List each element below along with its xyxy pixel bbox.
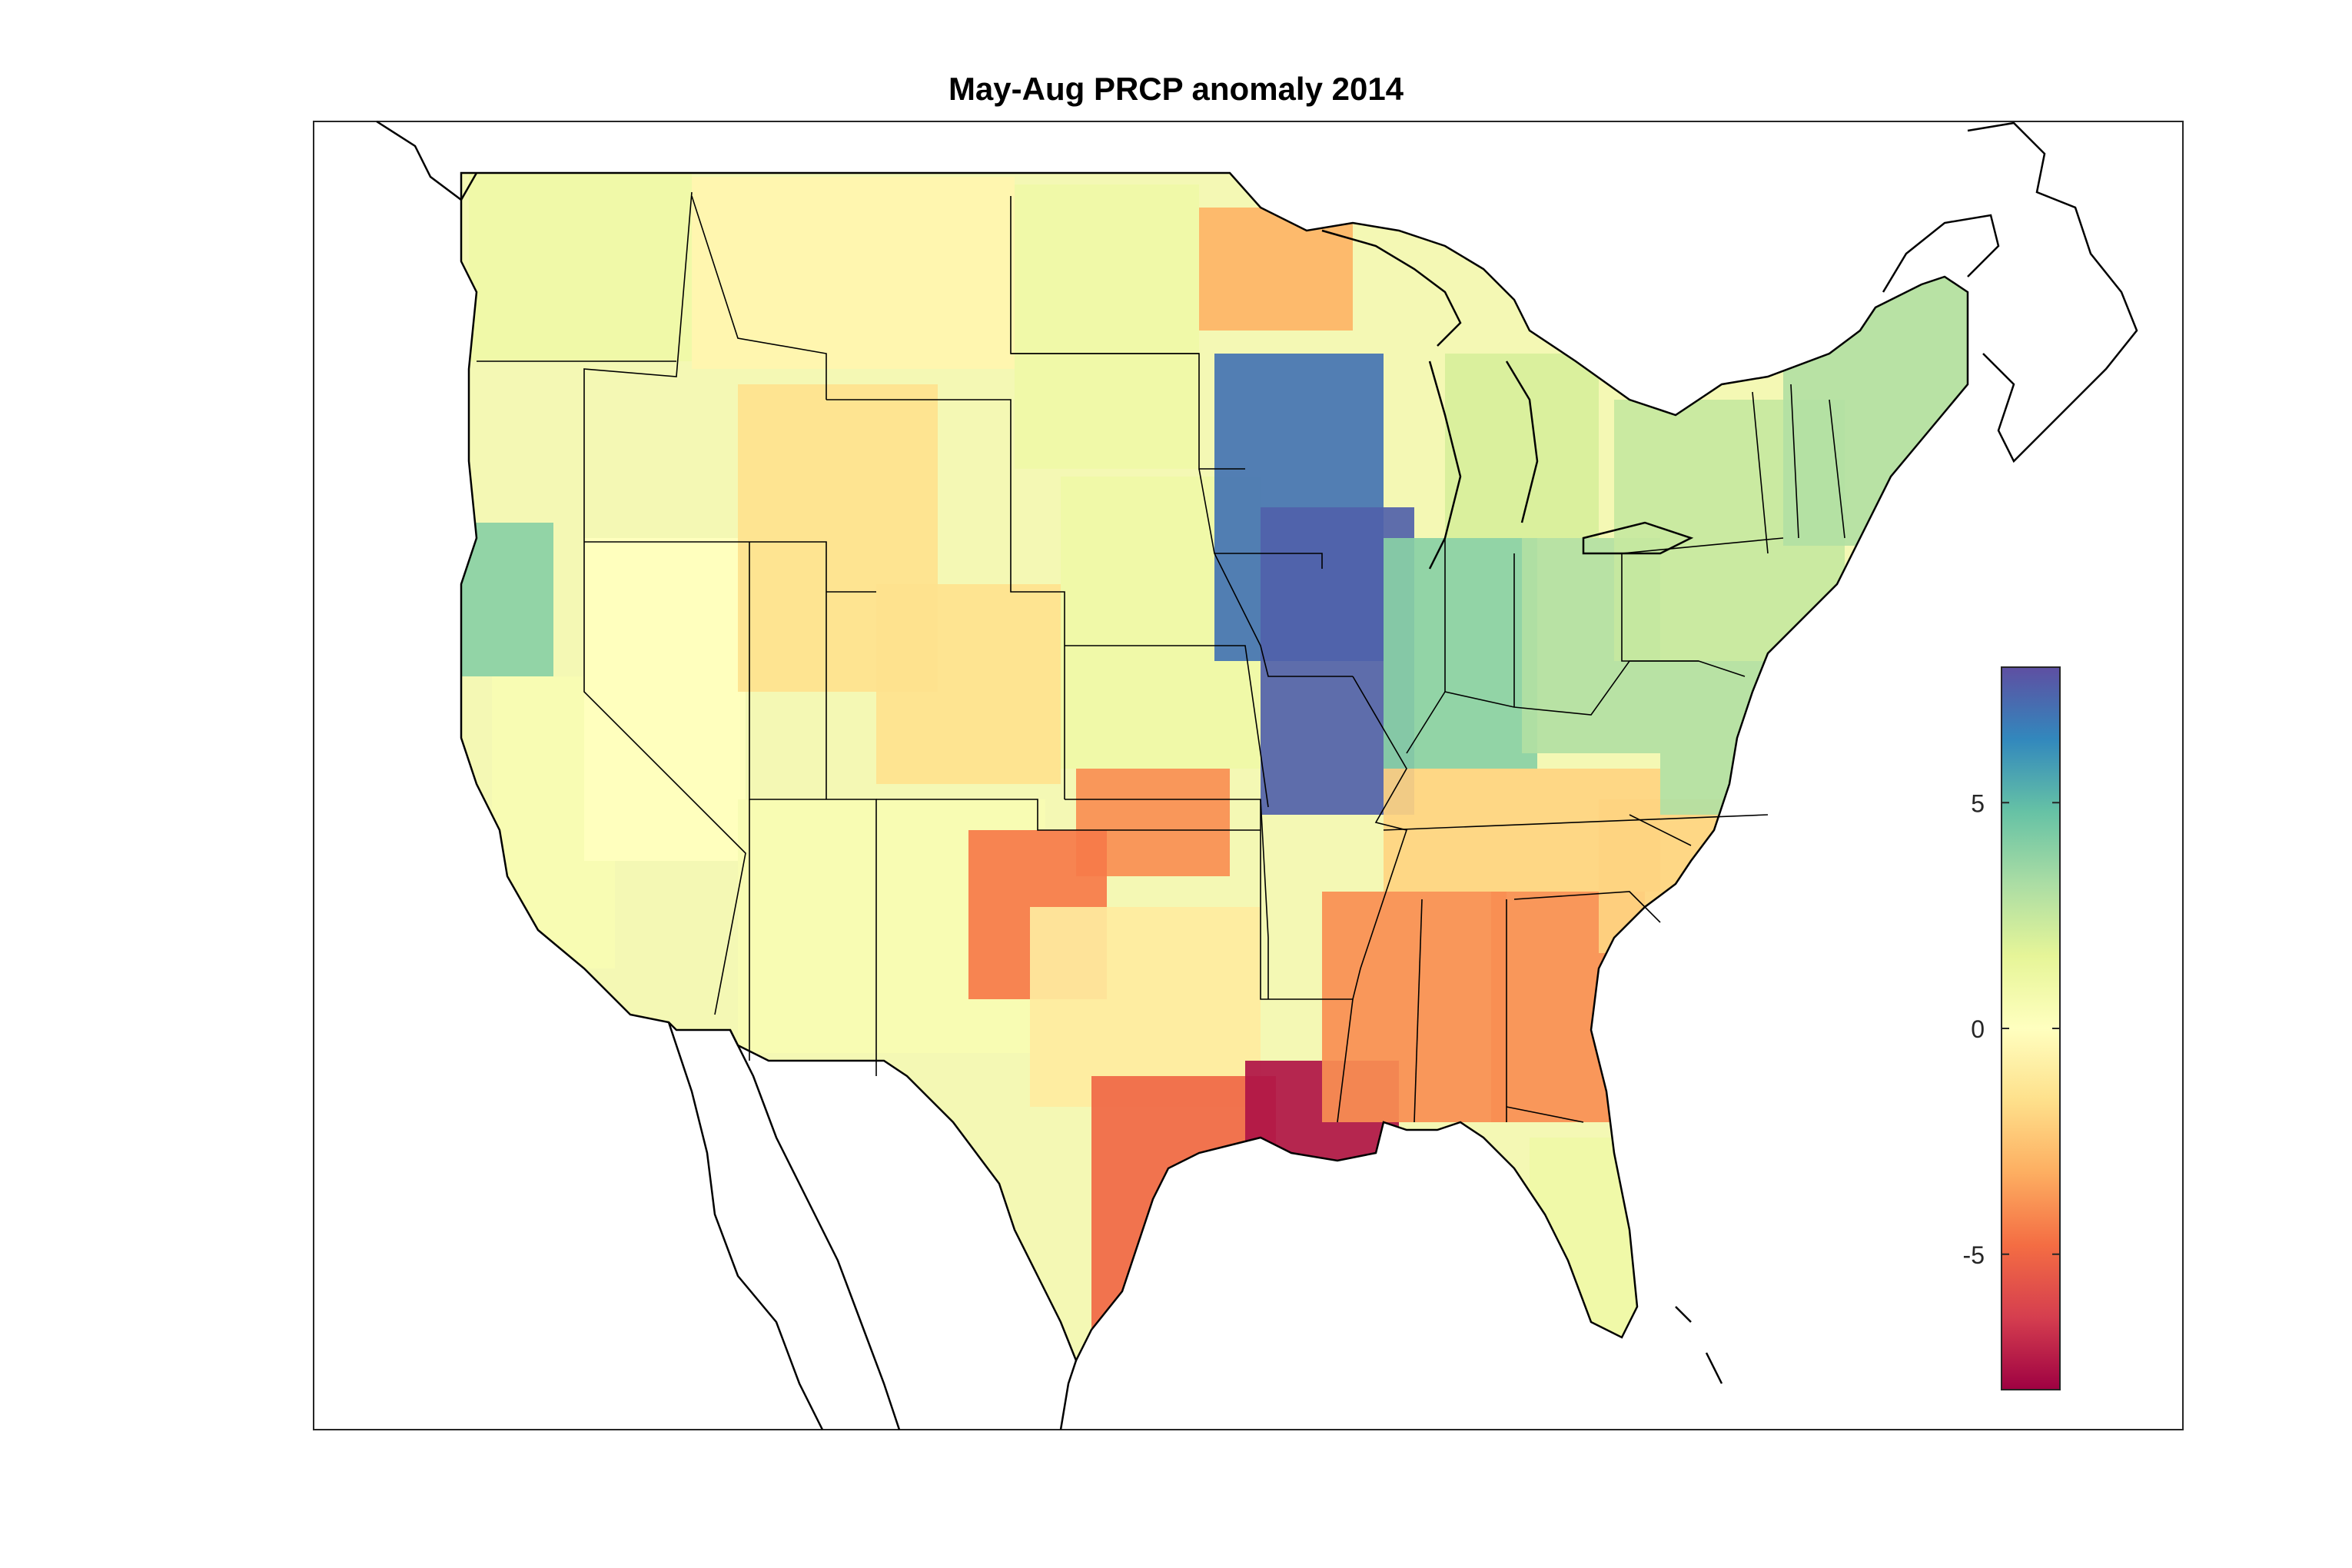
state-line bbox=[1621, 537, 1784, 554]
anomaly-cells bbox=[461, 173, 1968, 1337]
labrador-coast bbox=[1882, 214, 2000, 293]
colorbar-tick-label: -5 bbox=[1963, 1241, 1985, 1269]
state-line bbox=[583, 191, 693, 542]
us-outline bbox=[460, 171, 1969, 1364]
anomaly-cell bbox=[469, 173, 692, 361]
state-line bbox=[876, 799, 1261, 831]
coastlines bbox=[376, 120, 2138, 1430]
anomaly-cell bbox=[1030, 907, 1261, 1107]
state-line bbox=[1352, 676, 1408, 1000]
anomaly-cell bbox=[692, 177, 1015, 369]
state-line bbox=[1260, 799, 1354, 1123]
state-line bbox=[1198, 468, 1353, 677]
state-line bbox=[749, 542, 877, 1076]
baja-coast bbox=[667, 1022, 824, 1430]
hudson-coast bbox=[1967, 121, 2138, 463]
anomaly-cell bbox=[876, 584, 1061, 784]
map-title: May-Aug PRCP anomaly 2014 bbox=[948, 71, 1404, 107]
colorbar bbox=[2001, 666, 2061, 1390]
colorbar-ticks: 5 0 -5 bbox=[1963, 789, 2060, 1269]
state-line bbox=[1011, 353, 1245, 470]
state-line bbox=[1506, 1106, 1584, 1123]
state-line bbox=[1065, 799, 1269, 999]
anomaly-cell bbox=[1445, 354, 1599, 538]
state-line bbox=[1214, 553, 1323, 569]
anomaly-cell bbox=[461, 523, 553, 676]
mexico-west-coast bbox=[729, 1029, 901, 1430]
great-lakes bbox=[1321, 229, 1694, 570]
state-line bbox=[583, 542, 746, 1015]
state-line bbox=[1383, 814, 1769, 831]
anomaly-cell bbox=[1015, 184, 1199, 469]
anomaly-cell bbox=[584, 538, 746, 861]
state-line bbox=[1414, 899, 1423, 1123]
state-line bbox=[1629, 814, 1692, 846]
anomaly-cell bbox=[1322, 892, 1507, 1122]
mexico-east-coast bbox=[1059, 1360, 1078, 1430]
state-line bbox=[1065, 645, 1269, 808]
state-line bbox=[691, 195, 827, 400]
canada-coast bbox=[376, 120, 478, 201]
bahamas-coast bbox=[1675, 1306, 1723, 1384]
state-boundaries bbox=[477, 191, 1845, 1123]
colorbar-tick-label: 0 bbox=[1971, 1015, 1985, 1043]
state-line bbox=[826, 399, 1065, 799]
state-line bbox=[584, 541, 827, 799]
colorbar-tick-label: 5 bbox=[1971, 789, 1985, 817]
state-line bbox=[1513, 891, 1661, 923]
state-line bbox=[1621, 553, 1746, 677]
state-line bbox=[1752, 384, 1845, 554]
anomaly-cell bbox=[1384, 538, 1537, 769]
